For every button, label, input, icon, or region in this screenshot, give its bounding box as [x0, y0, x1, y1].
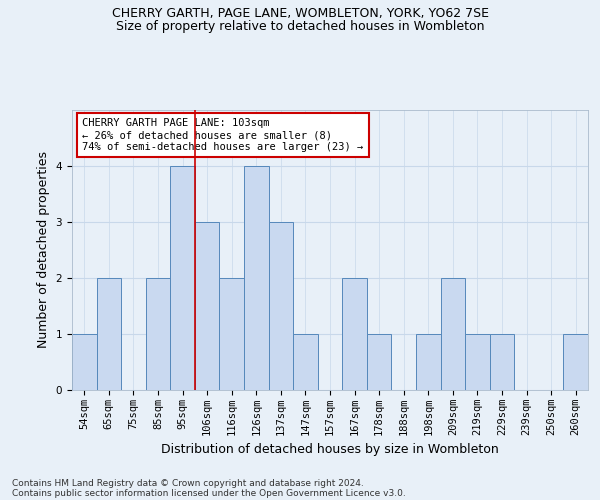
Bar: [146, 278, 170, 390]
Bar: [244, 166, 269, 390]
Bar: [465, 334, 490, 390]
Bar: [342, 278, 367, 390]
Bar: [170, 166, 195, 390]
Bar: [220, 278, 244, 390]
Text: CHERRY GARTH, PAGE LANE, WOMBLETON, YORK, YO62 7SE: CHERRY GARTH, PAGE LANE, WOMBLETON, YORK…: [112, 8, 488, 20]
Text: CHERRY GARTH PAGE LANE: 103sqm
← 26% of detached houses are smaller (8)
74% of s: CHERRY GARTH PAGE LANE: 103sqm ← 26% of …: [82, 118, 364, 152]
Bar: [293, 334, 318, 390]
Y-axis label: Number of detached properties: Number of detached properties: [37, 152, 50, 348]
Text: Contains public sector information licensed under the Open Government Licence v3: Contains public sector information licen…: [12, 488, 406, 498]
Text: Size of property relative to detached houses in Wombleton: Size of property relative to detached ho…: [116, 20, 484, 33]
Text: Distribution of detached houses by size in Wombleton: Distribution of detached houses by size …: [161, 442, 499, 456]
Bar: [72, 334, 97, 390]
Bar: [367, 334, 391, 390]
Bar: [97, 278, 121, 390]
Bar: [416, 334, 440, 390]
Bar: [269, 222, 293, 390]
Bar: [563, 334, 588, 390]
Bar: [440, 278, 465, 390]
Bar: [195, 222, 220, 390]
Bar: [490, 334, 514, 390]
Text: Contains HM Land Registry data © Crown copyright and database right 2024.: Contains HM Land Registry data © Crown c…: [12, 478, 364, 488]
